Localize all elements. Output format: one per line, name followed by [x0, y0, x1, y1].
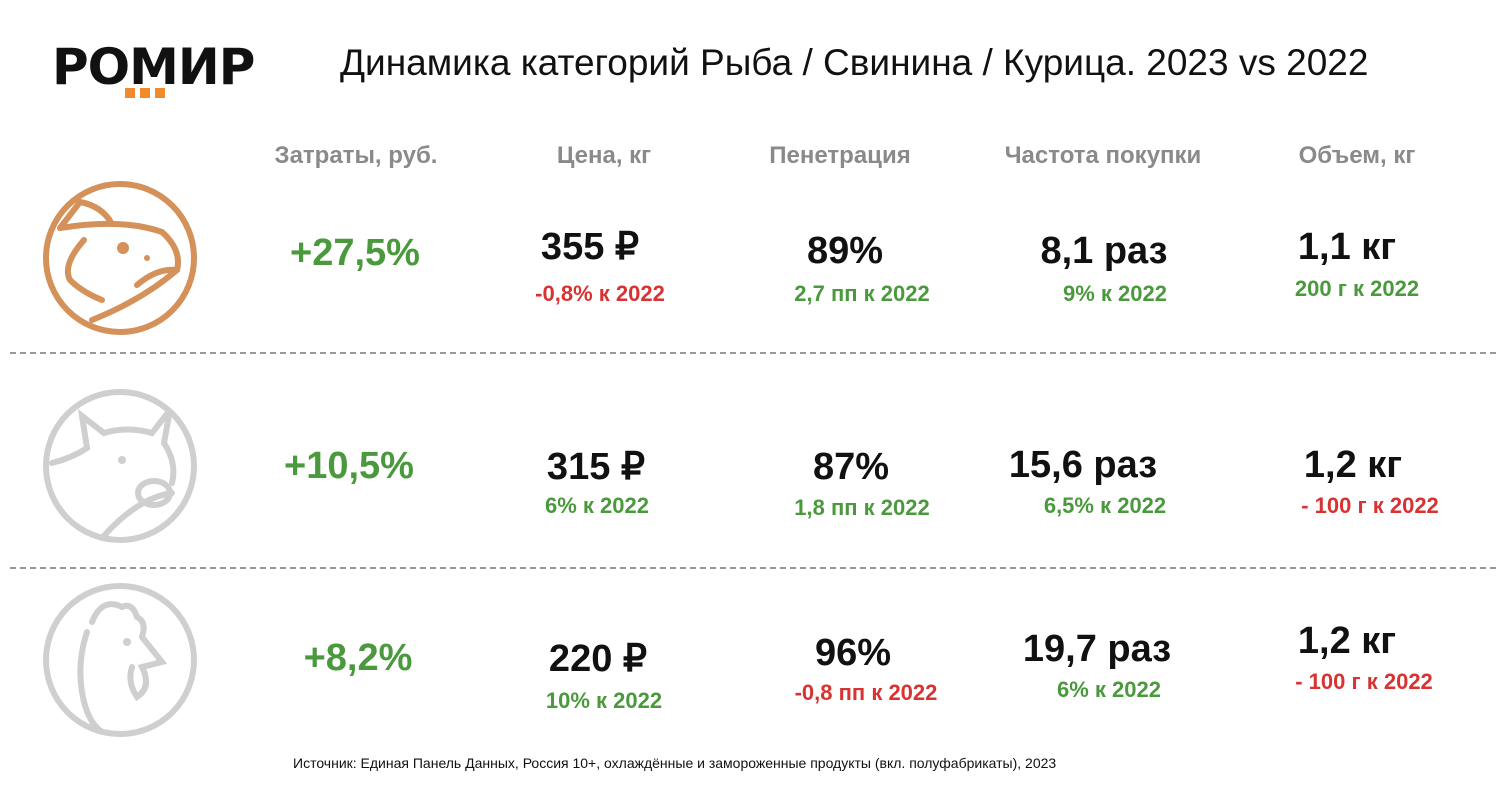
header-price: Цена, кг	[556, 142, 652, 169]
pork-penetration: 87%	[812, 446, 890, 488]
fish-volume: 1,1 кг	[1297, 226, 1397, 268]
logo-dots	[125, 88, 165, 98]
header-spend: Затраты, руб.	[274, 142, 438, 169]
fish-price-delta: -0,8% к 2022	[535, 281, 665, 306]
romir-logo: РОМИР	[52, 38, 255, 96]
chicken-price: 220 ₽	[548, 638, 648, 680]
fish-volume-delta: 200 г к 2022	[1294, 276, 1420, 301]
pork-spend: +10,5%	[284, 445, 414, 487]
fish-penetration: 89%	[806, 230, 884, 272]
pork-volume-delta: - 100 г к 2022	[1301, 493, 1439, 518]
pork-frequency-delta: 6,5% к 2022	[1043, 493, 1167, 518]
pork-price-delta: 6% к 2022	[545, 493, 649, 518]
fish-icon	[43, 181, 197, 335]
pork-volume: 1,2 кг	[1303, 444, 1403, 486]
fish-frequency-delta: 9% к 2022	[1063, 281, 1167, 306]
chicken-frequency-delta: 6% к 2022	[1057, 677, 1161, 702]
fish-penetration-delta: 2,7 пп к 2022	[794, 281, 930, 306]
header-volume: Объем, кг	[1298, 142, 1416, 169]
pork-frequency: 15,6 раз	[1008, 444, 1158, 486]
chicken-volume: 1,2 кг	[1297, 620, 1397, 662]
chicken-frequency: 19,7 раз	[1022, 628, 1172, 670]
pork-price: 315 ₽	[546, 446, 646, 488]
header-penetration: Пенетрация	[769, 142, 911, 169]
chicken-volume-delta: - 100 г к 2022	[1295, 669, 1433, 694]
header-frequency: Частота покупки	[1004, 142, 1202, 169]
chicken-icon	[43, 583, 197, 737]
chicken-penetration-delta: -0,8 пп к 2022	[794, 680, 938, 705]
fish-price: 355 ₽	[540, 226, 640, 268]
pork-penetration-delta: 1,8 пп к 2022	[794, 495, 930, 520]
chicken-spend: +8,2%	[303, 637, 413, 679]
chicken-penetration: 96%	[814, 632, 892, 674]
page-title: Динамика категорий Рыба / Свинина / Кури…	[340, 42, 1369, 83]
source-note: Источник: Единая Панель Данных, Россия 1…	[293, 755, 1057, 771]
fish-spend: +27,5%	[290, 232, 420, 274]
chicken-price-delta: 10% к 2022	[545, 688, 663, 713]
fish-frequency: 8,1 раз	[1040, 230, 1168, 272]
pig-icon	[43, 389, 197, 543]
row-divider	[10, 352, 1496, 354]
row-divider	[10, 567, 1496, 569]
